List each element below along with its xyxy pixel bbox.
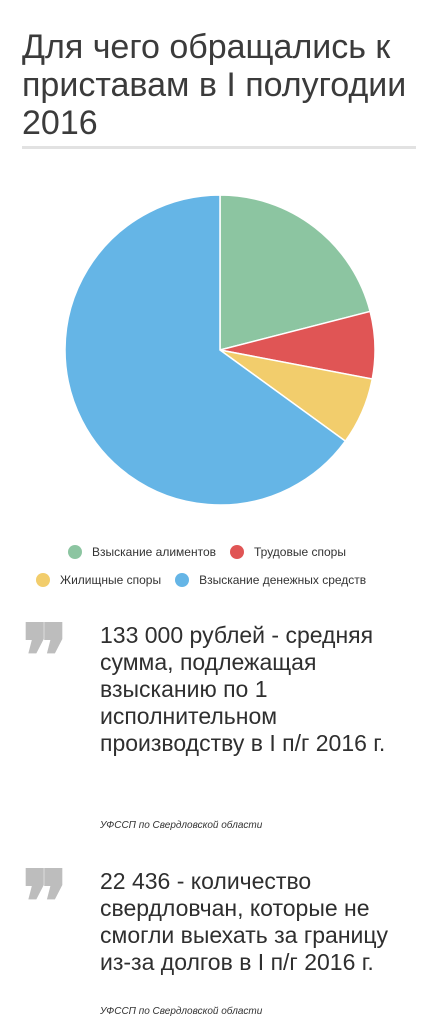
legend-label-housing: Жилищные споры: [60, 573, 162, 587]
legend-dot-housing: [36, 573, 50, 587]
quote-source-2: УФССП по Свердловской области: [100, 1006, 263, 1017]
pie-slice-1: [219, 194, 372, 351]
quote-text-2: 22 436 - количество свердловчан, которые…: [100, 868, 389, 975]
page-title: Для чего обращались к приставам в I полу…: [22, 28, 407, 142]
legend-item-housing: Жилищные споры: [36, 573, 161, 587]
chart-legend: Взыскание алиментов Трудовые споры Жилищ…: [36, 538, 430, 594]
quote-icon: ❞: [22, 852, 69, 953]
legend-item-money: Взыскание денежных средств: [175, 573, 366, 587]
pie-chart: [64, 194, 376, 506]
legend-dot-labor: [230, 545, 244, 559]
pie-slice-4: [64, 194, 347, 506]
legend-item-labor: Трудовые споры: [230, 545, 346, 559]
title-divider: [22, 146, 416, 149]
legend-dot-alimony: [68, 545, 82, 559]
legend-dot-money: [175, 573, 190, 587]
quote-icon: ❞: [22, 606, 69, 707]
legend-label-money: Взыскание денежных средств: [199, 573, 367, 587]
quote-text-1: 133 000 рублей - средняя сумма, подлежащ…: [100, 622, 386, 756]
legend-label-alimony: Взыскание алиментов: [92, 545, 216, 559]
legend-item-alimony: Взыскание алиментов: [68, 545, 216, 559]
quote-source-1: УФССП по Свердловской области: [100, 820, 263, 831]
legend-label-labor: Трудовые споры: [254, 545, 346, 559]
